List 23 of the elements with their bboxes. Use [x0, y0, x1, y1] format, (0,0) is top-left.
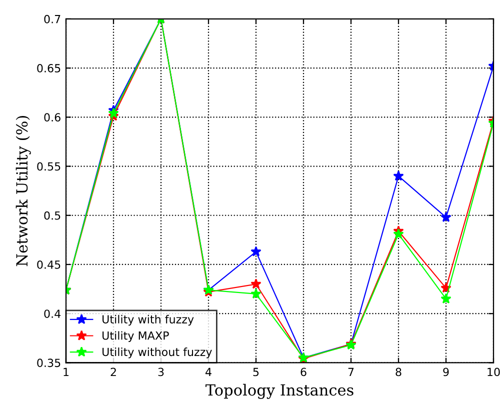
y-tick-label: 0.4 [44, 310, 61, 318]
y-tick-label: 0.55 [37, 162, 60, 171]
x-tick-label: 5 [253, 368, 259, 376]
x-tick-label: 2 [110, 368, 116, 376]
legend-label: Utility with fuzzy [102, 314, 194, 326]
legend-label: Utility without fuzzy [102, 348, 212, 358]
y-axis-title: Network Utility (%) [16, 116, 31, 266]
x-tick-label: 1 [64, 368, 69, 376]
x-tick-label: 8 [396, 368, 402, 376]
x-tick-label: 7 [348, 368, 354, 376]
legend-label: Utility MAXP [102, 331, 169, 342]
x-tick-label: 9 [443, 368, 449, 376]
y-tick-label: 0.6 [44, 113, 60, 122]
x-axis-title: Topology Instances [206, 384, 354, 399]
y-tick-label: 0.35 [37, 358, 60, 368]
y-tick-label: 0.45 [37, 260, 60, 269]
y-tick-label: 0.65 [37, 64, 60, 72]
x-tick-label: 3 [158, 368, 164, 376]
x-tick-label: 6 [300, 368, 306, 376]
y-tick-label: 0.5 [44, 211, 60, 220]
y-tick-label: 0.7 [44, 14, 60, 24]
x-tick-label: 4 [206, 368, 212, 376]
x-tick-label: 10 [488, 368, 500, 376]
